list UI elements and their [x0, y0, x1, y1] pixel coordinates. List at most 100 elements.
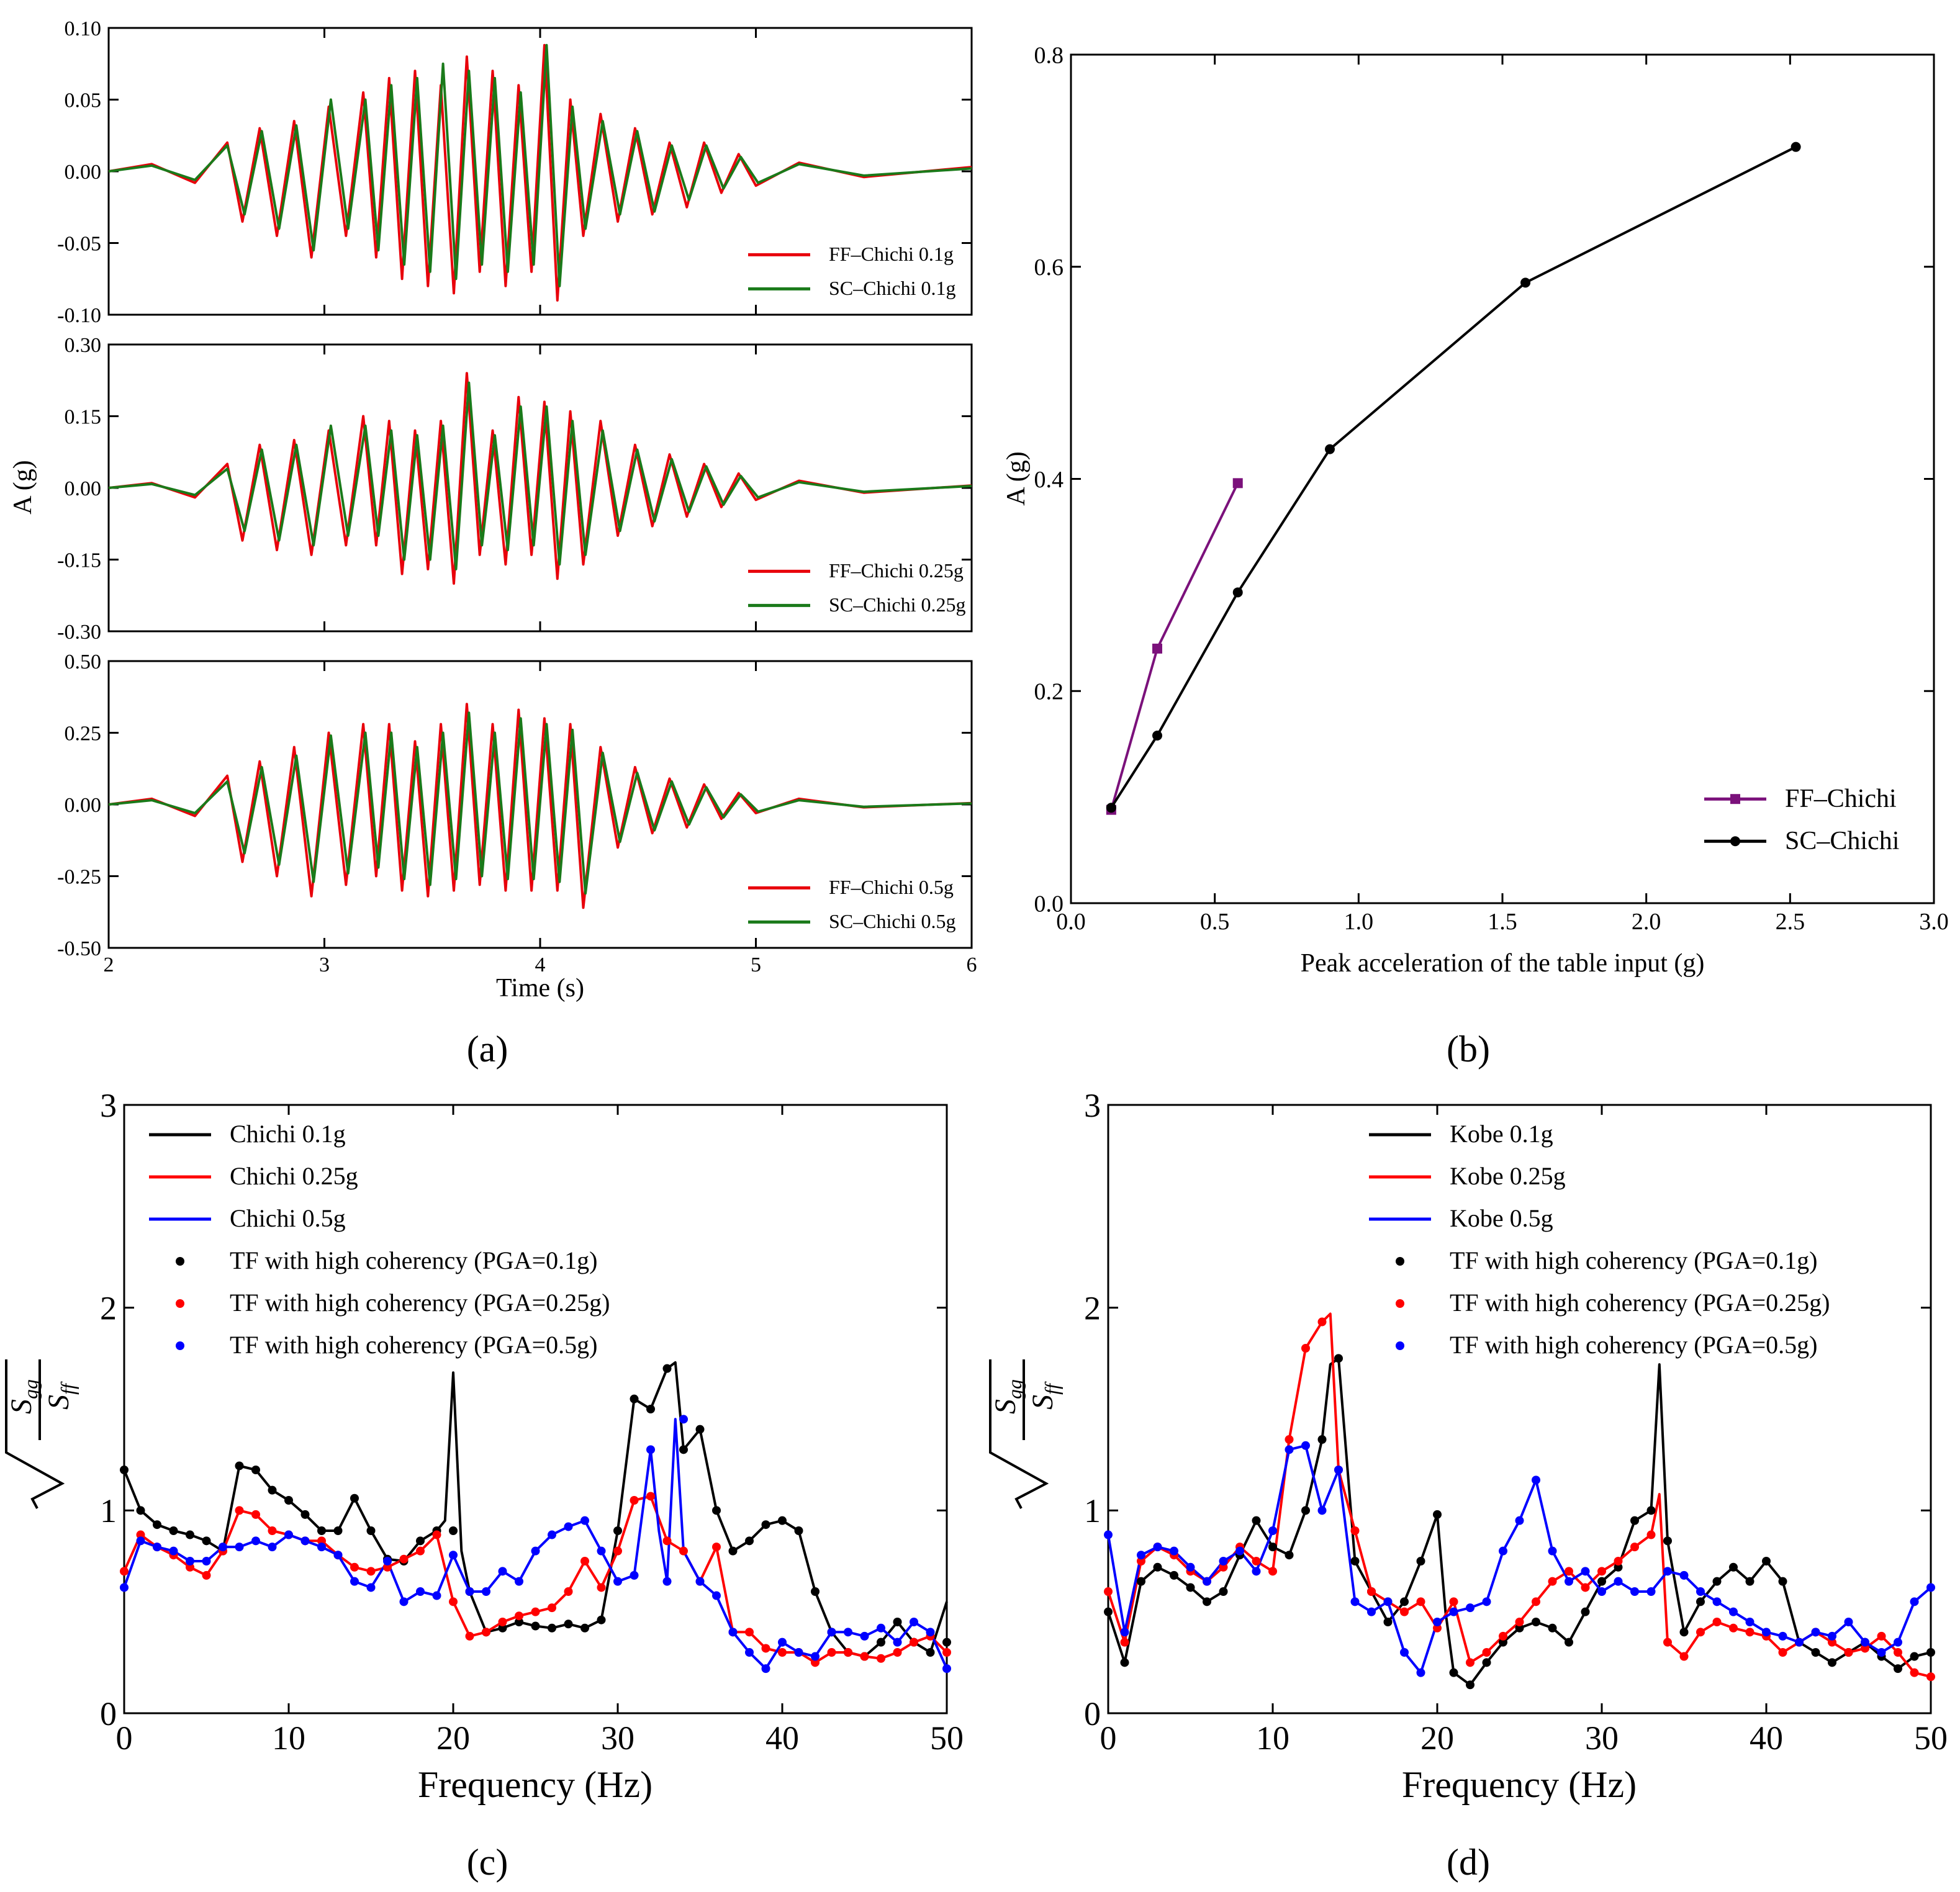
data-point [1482, 1597, 1491, 1606]
data-point [827, 1648, 836, 1657]
legend-label: TF with high coherency (PGA=0.25g) [1450, 1289, 1830, 1317]
x-tick-label: 20 [436, 1719, 470, 1757]
data-point [712, 1506, 721, 1515]
data-point [662, 1577, 672, 1586]
data-point [1219, 1557, 1228, 1565]
data-point [202, 1570, 211, 1580]
data-point [366, 1583, 376, 1592]
panel-b-label: (b) [1447, 1029, 1490, 1070]
data-point [1630, 1516, 1639, 1525]
panel-a-label: (a) [467, 1029, 508, 1070]
data-point [745, 1628, 754, 1637]
data-point [1152, 643, 1162, 654]
data-point [1416, 1557, 1425, 1565]
data-point [383, 1557, 392, 1565]
data-point [1515, 1623, 1524, 1633]
data-point [811, 1587, 820, 1596]
data-point [646, 1405, 655, 1413]
data-point [251, 1510, 260, 1519]
plot-frame [123, 1104, 948, 1714]
data-point [1646, 1587, 1656, 1596]
data-point [844, 1648, 852, 1657]
data-point [597, 1615, 606, 1624]
data-point [613, 1577, 622, 1586]
x-tick-label: 0 [1100, 1719, 1117, 1757]
data-point [202, 1557, 211, 1565]
data-point [1383, 1618, 1393, 1626]
y-tick-label: 0.25 [65, 722, 102, 745]
data-point [844, 1628, 852, 1637]
ylabel-denominator: Sff [1026, 1381, 1063, 1410]
data-point [1301, 1344, 1310, 1353]
data-point [1663, 1637, 1672, 1647]
data-point [761, 1664, 770, 1674]
data-point [1679, 1628, 1689, 1637]
y-tick-label: 0.00 [65, 161, 102, 184]
data-point [1367, 1587, 1376, 1596]
data-point [1285, 1551, 1294, 1560]
data-point [498, 1623, 507, 1633]
data-point [1894, 1648, 1902, 1657]
data-point [646, 1492, 655, 1501]
data-point [1120, 1628, 1129, 1637]
data-point [1548, 1623, 1557, 1633]
data-point [1696, 1597, 1705, 1606]
y-tick-label: 0.0 [1034, 891, 1064, 917]
data-point [120, 1583, 129, 1592]
data-point [1317, 1435, 1327, 1444]
panel-d-ylabel: Sgg Sff [989, 1359, 1063, 1509]
data-point [202, 1536, 211, 1546]
panel-b: 0.0 0.2 0.4 0.6 0.8 0.0 0.5 1.0 1.5 2.0 2.5 3.0 FF–C… [1002, 42, 1949, 1070]
data-point [399, 1554, 409, 1564]
data-point [1762, 1628, 1771, 1637]
data-point [1252, 1557, 1261, 1565]
x-tick-label: 50 [1914, 1719, 1948, 1757]
panel-c-ylabel: Sgg Sff [5, 1359, 79, 1509]
data-point [317, 1536, 326, 1546]
data-point [1317, 1506, 1327, 1515]
data-point [1614, 1562, 1623, 1572]
data-point [1663, 1536, 1672, 1546]
x-tick-label: 5 [751, 953, 761, 976]
data-point [1762, 1557, 1771, 1565]
panel-b-xlabel: Peak acceleration of the table input (g) [1301, 949, 1705, 978]
data-point [1597, 1567, 1606, 1576]
data-point [679, 1546, 688, 1556]
data-point [1548, 1546, 1557, 1556]
y-tick-label: 3 [100, 1087, 117, 1124]
data-point [350, 1562, 359, 1572]
x-tick-label: 10 [272, 1719, 305, 1757]
legend-marker [1730, 794, 1740, 804]
data-point [1433, 1510, 1442, 1519]
data-point [317, 1526, 326, 1535]
x-tick-label: 2.0 [1632, 909, 1661, 935]
data-point [1120, 1658, 1129, 1667]
data-point [728, 1546, 738, 1556]
plot-b: 0.0 0.2 0.4 0.6 0.8 0.0 0.5 1.0 1.5 2.0 2.5 3.0 FF–C… [1034, 42, 1949, 935]
data-point [449, 1597, 458, 1606]
data-point [1325, 444, 1335, 454]
legend-label: Chichi 0.5g [230, 1204, 346, 1232]
y-tick-label: 2 [100, 1290, 117, 1327]
data-point [1548, 1577, 1557, 1586]
y-tick-label: 0 [100, 1695, 117, 1732]
data-point [235, 1506, 244, 1515]
data-point [1894, 1664, 1902, 1674]
y-tick-label: 1 [100, 1492, 117, 1529]
data-point [465, 1587, 474, 1596]
data-point [531, 1621, 540, 1631]
legend-marker [1396, 1299, 1404, 1308]
data-point [1515, 1618, 1524, 1626]
data-point [1350, 1526, 1360, 1535]
data-point [942, 1637, 951, 1647]
data-point [1416, 1597, 1425, 1606]
series-line [123, 1418, 948, 1670]
data-point [662, 1536, 672, 1546]
data-point [1301, 1441, 1310, 1450]
data-point [416, 1536, 425, 1546]
data-point [186, 1530, 194, 1539]
data-point [169, 1546, 178, 1556]
ylabel-numerator: Sgg [5, 1379, 42, 1414]
y-tick-label: -0.50 [57, 937, 101, 960]
